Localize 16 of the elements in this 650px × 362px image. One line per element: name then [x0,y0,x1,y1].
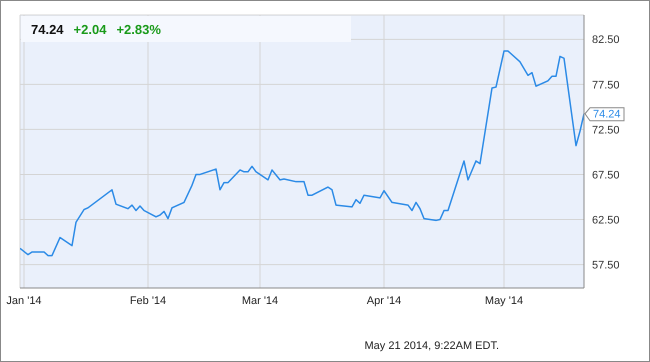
y-tick-label: 62.50 [592,214,620,226]
x-tick-label: Apr '14 [366,294,402,307]
text: May 21 2014, 9:22AM EDT. [364,340,499,352]
y-tick-label: 57.50 [592,259,620,272]
y-tick-label: 67.50 [592,169,620,182]
x-tick-label: Mar '14 [242,294,278,307]
quote-header: 74.24 +2.04 +2.83% [21,16,351,42]
x-tick-label: Jan '14 [6,294,42,307]
y-tick-label: 77.50 [592,79,620,92]
y-tick-label: 72.50 [592,124,620,136]
x-tick-label: Feb '14 [130,294,166,307]
annotation: +2.83% [116,22,161,36]
annotation: +2.04 [74,22,106,36]
y-tick-label: 82.50 [592,34,620,46]
annotation: 74.24 [593,108,621,121]
x-tick-label: May '14 [484,294,524,307]
